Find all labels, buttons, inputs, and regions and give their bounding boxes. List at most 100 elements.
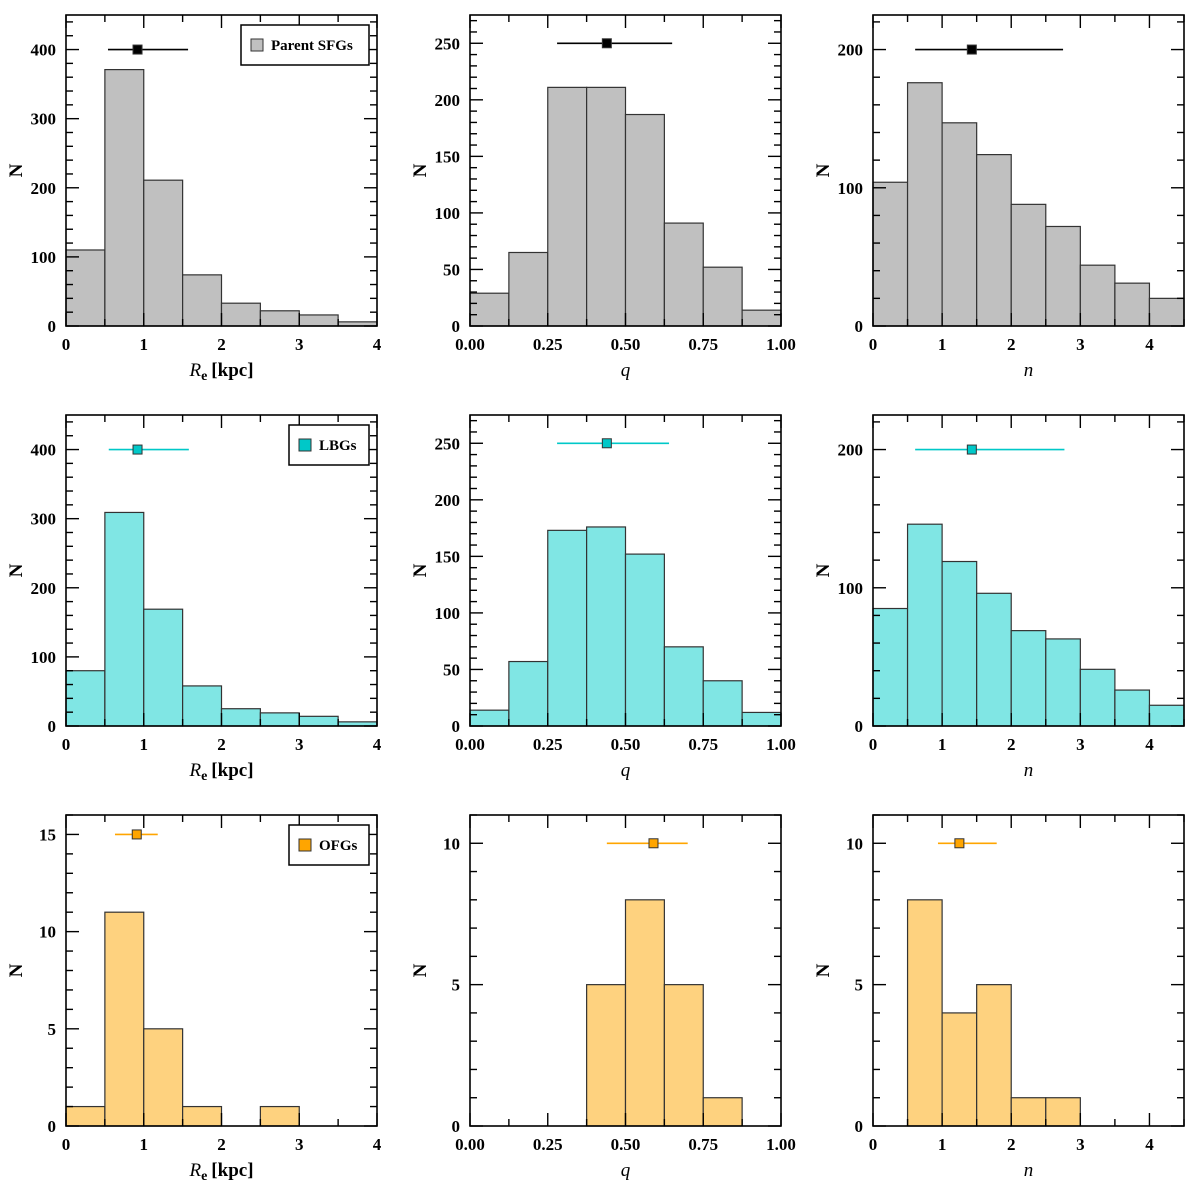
- x-tick-label: 4: [373, 735, 382, 754]
- y-axis-label: N: [6, 963, 27, 977]
- median-marker: [966, 444, 977, 455]
- histogram-bar: [547, 529, 588, 727]
- x-axis-label-symbol: R: [188, 760, 201, 781]
- y-tick-label: 250: [435, 34, 461, 53]
- y-tick-label: 200: [31, 179, 57, 198]
- x-tick-label: 0: [869, 1135, 878, 1154]
- histogram-bar: [220, 302, 261, 327]
- x-axis-label: q: [621, 1160, 631, 1181]
- x-axis-label: Re [kpc]: [188, 1160, 253, 1184]
- x-tick-label: 0.25: [533, 1135, 563, 1154]
- histogram-bar: [586, 86, 627, 327]
- histogram-bar: [104, 511, 145, 727]
- y-axis-label: N: [813, 563, 834, 577]
- y-tick-label: 0: [48, 717, 57, 736]
- y-tick-label: 100: [31, 248, 57, 267]
- histogram-bar: [143, 608, 184, 727]
- panel-lbg-re: 0 1 2 3 4 0 100 200 300 400 N Re [kpc] LBGs: [6, 414, 382, 784]
- x-axis-label-subscript: e: [201, 1169, 207, 1184]
- histogram-bar: [941, 122, 978, 327]
- x-axis-label: Re [kpc]: [188, 760, 253, 784]
- y-axis-label: N: [6, 563, 27, 577]
- histogram-bar: [104, 68, 145, 327]
- histogram-bar: [1045, 638, 1081, 727]
- y-axis-label: N: [410, 563, 431, 577]
- histogram-bar: [547, 86, 588, 327]
- x-axis-label-subscript: e: [201, 769, 207, 784]
- histogram-bar: [298, 314, 339, 327]
- y-tick-label: 200: [435, 491, 461, 510]
- histogram-bar: [508, 660, 549, 727]
- median-marker: [954, 838, 965, 849]
- histogram-bar: [65, 1105, 106, 1127]
- x-tick-label: 4: [1145, 335, 1154, 354]
- y-tick-label: 150: [435, 147, 461, 166]
- x-tick-label: 4: [373, 335, 382, 354]
- histogram-bar: [182, 1105, 223, 1127]
- median-marker: [132, 444, 143, 455]
- x-tick-label: 0.00: [455, 1135, 485, 1154]
- y-tick-label: 100: [838, 579, 864, 598]
- histogram-bar: [906, 82, 943, 327]
- histogram-bar: [259, 712, 300, 727]
- y-tick-label: 10: [846, 834, 863, 853]
- y-tick-label: 300: [31, 110, 57, 129]
- x-axis-label: n: [1024, 360, 1034, 381]
- histogram-bar: [1148, 704, 1185, 727]
- x-tick-label: 0: [869, 335, 878, 354]
- y-tick-label: 0: [855, 317, 864, 336]
- histogram-bar: [143, 179, 184, 327]
- histogram-bar: [259, 310, 300, 327]
- y-tick-label: 100: [435, 204, 461, 223]
- histogram-bar: [941, 1012, 978, 1127]
- x-tick-label: 0.25: [533, 735, 563, 754]
- panel-lbg-q: 0.00 0.25 0.50 0.75 1.00 0 50 100 150 200 250 Nq: [410, 414, 796, 781]
- histogram-bar: [624, 113, 665, 327]
- legend: LBGs: [288, 424, 370, 466]
- legend: Parent SFGs: [240, 24, 370, 66]
- y-tick-label: 400: [31, 41, 57, 60]
- x-axis-label-subscript: e: [201, 369, 207, 384]
- panel-parent-re: 0 1 2 3 4 0 100 200 300 400 N Re [kpc] Parent SFGs: [6, 14, 382, 384]
- x-tick-label: 3: [1076, 335, 1085, 354]
- median-marker: [966, 44, 977, 55]
- histogram-bar: [1010, 203, 1047, 327]
- legend-swatch: [298, 838, 312, 852]
- plot-frame: [872, 414, 1185, 727]
- y-tick-label: 0: [452, 317, 461, 336]
- panel-parent-q: 0.00 0.25 0.50 0.75 1.00 0 50 100 150 200 250 Nq: [410, 14, 796, 381]
- histogram-bar: [1148, 297, 1185, 327]
- x-tick-label: 0.00: [455, 735, 485, 754]
- x-axis-label-unit: [kpc]: [211, 1160, 253, 1181]
- y-axis-label: N: [813, 163, 834, 177]
- histogram-bar: [663, 222, 704, 327]
- panel-ofg-n: 0 1 2 3 4 0 5 10 Nn: [813, 814, 1185, 1181]
- histogram-bar: [976, 592, 1012, 727]
- x-tick-label: 1.00: [766, 735, 796, 754]
- histogram-bar: [872, 607, 909, 727]
- x-tick-label: 0.75: [688, 735, 718, 754]
- histogram-bar: [976, 154, 1012, 327]
- median-marker: [601, 438, 612, 449]
- y-tick-label: 200: [838, 41, 864, 60]
- plot-frame: [872, 814, 1185, 1127]
- x-tick-label: 0.75: [688, 335, 718, 354]
- x-tick-label: 1.00: [766, 1135, 796, 1154]
- y-tick-label: 50: [443, 660, 460, 679]
- legend-swatch: [250, 38, 264, 52]
- x-tick-label: 0.50: [611, 735, 641, 754]
- x-tick-label: 1: [140, 335, 149, 354]
- x-tick-label: 0.50: [611, 1135, 641, 1154]
- legend-label: LBGs: [319, 438, 357, 454]
- y-tick-label: 0: [452, 1117, 461, 1136]
- y-tick-label: 200: [838, 441, 864, 460]
- x-tick-label: 1: [938, 1135, 947, 1154]
- x-tick-label: 2: [1007, 335, 1016, 354]
- x-tick-label: 0.50: [611, 335, 641, 354]
- histogram-bar: [663, 984, 704, 1127]
- histogram-bar: [586, 984, 627, 1127]
- x-tick-label: 0: [62, 335, 71, 354]
- histogram-bar: [906, 899, 943, 1127]
- histogram-bar: [941, 560, 978, 727]
- x-tick-label: 3: [1076, 1135, 1085, 1154]
